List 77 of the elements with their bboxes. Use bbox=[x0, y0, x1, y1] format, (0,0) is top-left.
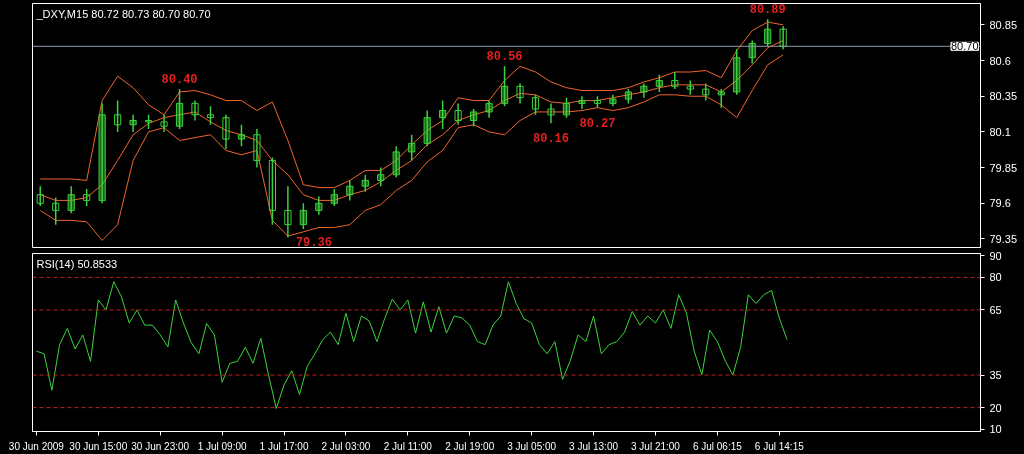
x-tick-label: 2 Jul 11:00 bbox=[383, 440, 433, 452]
candlestick bbox=[500, 65, 509, 107]
y-tick-label: 65 bbox=[989, 303, 1002, 316]
candlestick bbox=[640, 82, 648, 99]
candlestick bbox=[578, 95, 586, 110]
x-tick-label: 6 Jul 06:15 bbox=[692, 440, 743, 452]
candlestick bbox=[516, 82, 524, 105]
y-tick-label: 90 bbox=[989, 249, 1002, 262]
y-tick-label: 79.85 bbox=[989, 161, 1018, 174]
candlestick bbox=[268, 156, 276, 226]
y-tick-label: 79.35 bbox=[989, 232, 1018, 245]
x-tick-label: 1 Jul 17:00 bbox=[259, 440, 309, 452]
candlestick bbox=[52, 196, 60, 226]
line-series bbox=[39, 21, 784, 189]
candlestick bbox=[392, 145, 400, 179]
candlestick bbox=[67, 185, 75, 214]
candlestick bbox=[222, 114, 230, 150]
annotation: 80.89 bbox=[749, 3, 786, 18]
y-tick-label: 80.1 bbox=[989, 125, 1011, 138]
candlestick bbox=[299, 202, 307, 230]
candlestick bbox=[408, 134, 416, 162]
y-tick-label: 80.6 bbox=[989, 54, 1011, 67]
chart-title: RSI(14) 50.8533 bbox=[36, 257, 118, 270]
annotation: 80.56 bbox=[486, 50, 523, 65]
x-tick-label: 2 Jul 19:00 bbox=[445, 440, 495, 452]
candlestick bbox=[377, 166, 385, 187]
candlestick bbox=[748, 39, 756, 65]
candlestick bbox=[702, 82, 710, 102]
x-tick-label: 30 Jun 2009 bbox=[8, 440, 65, 452]
candlestick bbox=[253, 128, 261, 169]
candlestick bbox=[315, 195, 323, 216]
candlestick bbox=[175, 88, 184, 130]
x-tick-label: 30 Jun 23:00 bbox=[131, 440, 190, 452]
x-tick-label: 30 Jun 15:00 bbox=[69, 440, 128, 452]
chart-title: _DXY,M15 80.72 80.73 80.70 80.70 bbox=[35, 7, 211, 20]
candlestick bbox=[346, 179, 354, 202]
x-tick-label: 2 Jul 03:00 bbox=[321, 440, 371, 452]
candlestick bbox=[191, 99, 199, 122]
y-tick-label: 80.85 bbox=[989, 18, 1018, 31]
x-tick-label: 3 Jul 21:00 bbox=[631, 440, 681, 452]
x-tick-label: 3 Jul 05:00 bbox=[507, 440, 557, 452]
candlestick bbox=[733, 48, 741, 96]
y-tick-label: 35 bbox=[989, 369, 1002, 382]
candlestick bbox=[36, 185, 44, 207]
y-tick-label: 20 bbox=[989, 401, 1002, 414]
y-tick-label: 79.6 bbox=[989, 197, 1011, 210]
x-tick-label: 3 Jul 13:00 bbox=[569, 440, 619, 452]
candlestick bbox=[547, 102, 555, 125]
x-tick-label: 1 Jul 09:00 bbox=[197, 440, 247, 452]
y-tick-label: 10 bbox=[989, 423, 1002, 436]
annotation: 79.36 bbox=[295, 235, 332, 250]
candlestick bbox=[423, 109, 431, 147]
candlestick bbox=[609, 94, 617, 107]
candlestick bbox=[98, 102, 106, 205]
annotation: 80.40 bbox=[161, 73, 198, 88]
candlestick bbox=[237, 124, 246, 147]
candlestick bbox=[129, 114, 137, 133]
line-series bbox=[35, 281, 788, 409]
y-tick-label: 80 bbox=[989, 271, 1002, 284]
candlestick bbox=[764, 18, 772, 48]
ref-line-label: 80.70 bbox=[950, 40, 979, 53]
candlestick bbox=[284, 185, 292, 239]
x-tick-label: 6 Jul 14:15 bbox=[754, 440, 805, 452]
candlestick bbox=[531, 94, 540, 116]
candlestick bbox=[160, 114, 168, 133]
candlestick bbox=[454, 102, 462, 126]
candlestick bbox=[439, 99, 447, 130]
candlestick bbox=[779, 25, 787, 50]
annotation: 80.16 bbox=[533, 132, 570, 147]
candlestick bbox=[114, 99, 122, 133]
candlestick bbox=[671, 71, 679, 90]
annotation: 80.27 bbox=[579, 116, 616, 131]
y-tick-label: 80.35 bbox=[989, 90, 1018, 103]
candlestick bbox=[717, 88, 725, 109]
candlestick bbox=[485, 99, 493, 119]
candlestick bbox=[206, 105, 215, 126]
candlestick bbox=[562, 96, 571, 119]
